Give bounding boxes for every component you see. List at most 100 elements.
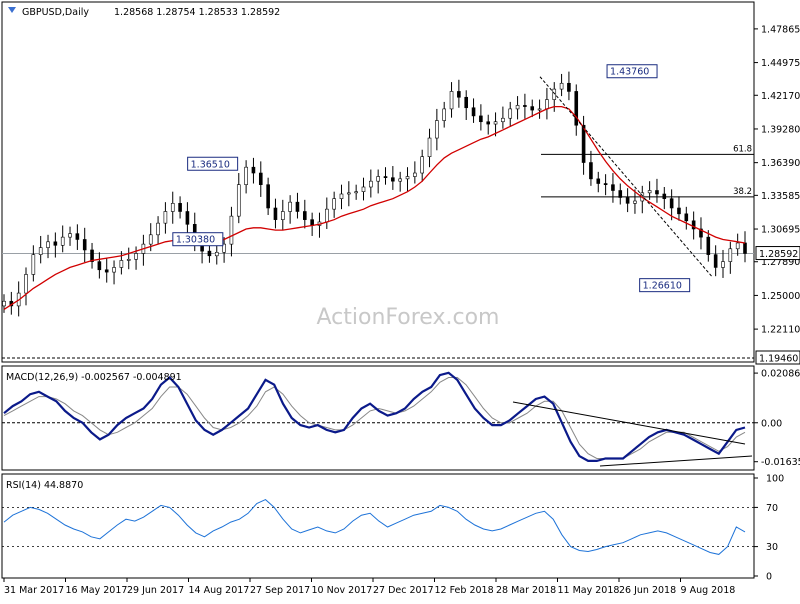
candle (236, 173, 241, 224)
annotation-label: 1.43760 (610, 67, 649, 78)
candle-body (112, 267, 116, 273)
candle-body (53, 241, 58, 246)
ohlc-label: 1.28568 1.28754 1.28533 1.28592 (114, 7, 280, 18)
candle-body (361, 186, 366, 192)
candle-body (501, 117, 505, 123)
candle-body (405, 176, 410, 180)
candle-body (603, 183, 608, 185)
rsi-label: RSI(14) 44.8870 (6, 480, 83, 491)
rsi-tick-label: 70 (766, 503, 778, 514)
candle (699, 217, 703, 250)
candle-body (449, 91, 454, 110)
rsi-panel (1, 473, 755, 579)
current-price-label: 1.28592 (759, 249, 798, 260)
candle-body (185, 211, 190, 225)
price-tick-label: 1.22110 (761, 325, 800, 336)
candle-body (581, 124, 586, 163)
candle-body (633, 200, 637, 204)
candle (288, 195, 292, 224)
x-tick-label: 27 Sep 2017 (250, 585, 310, 596)
candle-body (611, 184, 615, 191)
candle (633, 189, 637, 214)
candle (104, 258, 109, 283)
candle-body (721, 261, 725, 268)
candle-body (38, 247, 43, 255)
candle (479, 104, 483, 131)
candle (530, 99, 535, 118)
x-tick-label: 31 Mar 2017 (4, 585, 64, 596)
annotation-label: 1.36510 (191, 159, 230, 170)
candle (515, 96, 520, 120)
candle-body (691, 220, 696, 230)
candle-body (435, 120, 439, 139)
candle-body (339, 193, 344, 199)
candle (229, 206, 234, 257)
candle-body (383, 176, 388, 178)
price-tick-label: 1.44975 (761, 58, 800, 69)
candle (185, 202, 190, 234)
x-tick-label: 10 Nov 2017 (312, 585, 373, 596)
price-tick-label: 1.39280 (761, 124, 800, 135)
fib-label: 38.2 (733, 187, 752, 197)
candle-body (46, 241, 50, 248)
candle-body (97, 261, 102, 271)
candle-body (537, 108, 542, 111)
candle (493, 112, 498, 137)
candle-body (369, 180, 373, 188)
candle (691, 211, 696, 240)
x-tick-label: 27 Dec 2017 (373, 585, 434, 596)
annotation-label: 1.26610 (643, 281, 682, 292)
price-tick-label: 1.36390 (761, 158, 800, 169)
candle (589, 150, 593, 186)
candle (405, 167, 410, 192)
candle-body (90, 249, 94, 262)
candle-body (493, 121, 498, 125)
candle (90, 242, 94, 269)
candle-body (442, 108, 446, 121)
candle (581, 115, 586, 175)
candle-body (303, 211, 307, 220)
symbol-triangle-icon (8, 7, 16, 13)
candle (457, 79, 461, 108)
rsi-plot (2, 499, 754, 555)
candle (295, 192, 300, 219)
candle (427, 128, 432, 168)
candle-body (178, 203, 182, 212)
candle (442, 101, 446, 128)
candle-body (479, 115, 483, 123)
candle (53, 232, 58, 258)
candle (728, 241, 733, 274)
candle (537, 99, 542, 119)
candle (75, 224, 80, 250)
candle-body (104, 269, 109, 273)
candle-body (229, 215, 234, 245)
candle-body (24, 274, 28, 294)
candle (706, 230, 711, 262)
candle-body (743, 242, 747, 254)
candle (647, 181, 652, 200)
candle (347, 181, 351, 207)
x-tick-label: 14 Aug 2017 (189, 585, 250, 596)
candle-body (288, 201, 292, 212)
axes: 1.47865 1.44975 1.42170 1.39280 1.36390 1.335… (3, 24, 800, 596)
x-tick-label: 26 Jun 2018 (619, 585, 676, 596)
candle-body (713, 254, 718, 268)
candle (559, 73, 564, 97)
candle (222, 237, 226, 263)
symbol-label: GBPUSD,Daily (22, 7, 89, 18)
candle (112, 260, 116, 285)
x-tick-label: 9 Aug 2018 (681, 585, 736, 596)
candle (280, 199, 285, 231)
candle-body (552, 88, 557, 100)
rsi-tick-label: 100 (766, 474, 784, 485)
price-tick-label: 1.30695 (761, 225, 800, 236)
rsi-tick-label: 30 (766, 542, 778, 553)
candle (82, 227, 87, 263)
candle (170, 191, 175, 224)
candle (361, 177, 366, 201)
candle-body (156, 222, 160, 236)
candle (420, 149, 424, 182)
candle-body (457, 91, 461, 98)
candle (464, 90, 469, 120)
